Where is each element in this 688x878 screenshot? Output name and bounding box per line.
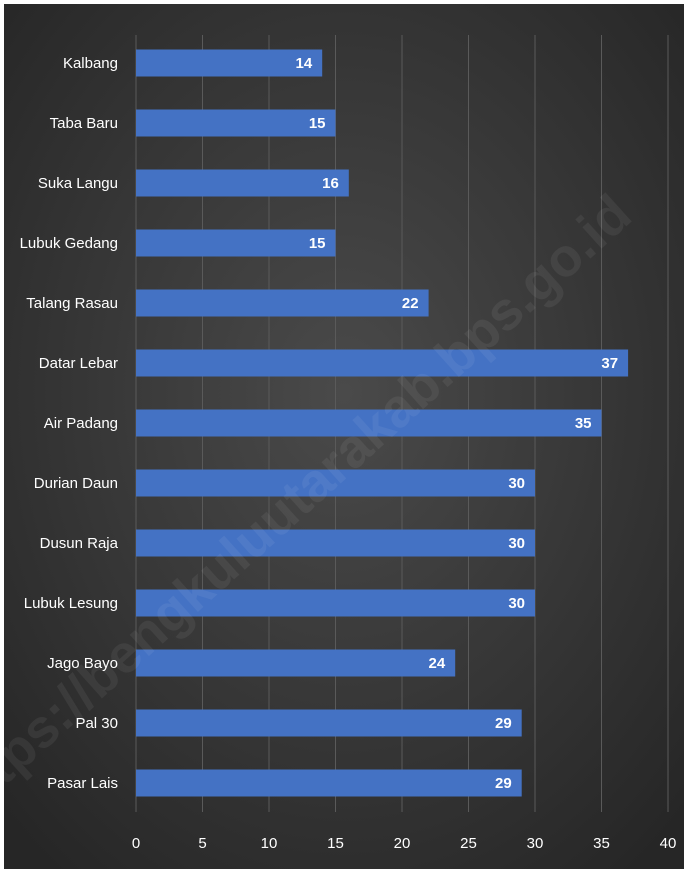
bar-value-label: 22 bbox=[402, 295, 419, 312]
bar bbox=[136, 350, 628, 377]
bar bbox=[136, 110, 336, 137]
category-label: Kalbang bbox=[63, 55, 118, 72]
bar-value-label: 30 bbox=[508, 595, 525, 612]
bar-value-label: 16 bbox=[322, 175, 339, 192]
category-label: Datar Lebar bbox=[39, 355, 118, 372]
x-tick-label: 0 bbox=[132, 835, 140, 852]
x-tick-label: 35 bbox=[593, 835, 610, 852]
category-label: Taba Baru bbox=[50, 115, 118, 132]
category-label: Pasar Lais bbox=[47, 775, 118, 792]
bar-value-label: 37 bbox=[601, 355, 618, 372]
bar bbox=[136, 230, 336, 257]
category-label: Durian Daun bbox=[34, 475, 118, 492]
x-tick-label: 25 bbox=[460, 835, 477, 852]
category-label: Suka Langu bbox=[38, 175, 118, 192]
bar bbox=[136, 170, 349, 197]
bar-value-label: 30 bbox=[508, 475, 525, 492]
category-label: Lubuk Gedang bbox=[20, 235, 118, 252]
bar bbox=[136, 650, 455, 677]
x-tick-label: 15 bbox=[327, 835, 344, 852]
category-label: Dusun Raja bbox=[40, 535, 119, 552]
bar-value-label: 14 bbox=[296, 55, 313, 72]
bar-value-label: 15 bbox=[309, 115, 326, 132]
x-tick-label: 40 bbox=[660, 835, 677, 852]
bar-value-label: 35 bbox=[575, 415, 592, 432]
x-tick-label: 30 bbox=[527, 835, 544, 852]
bar-value-label: 29 bbox=[495, 775, 512, 792]
bar bbox=[136, 710, 522, 737]
bar bbox=[136, 290, 429, 317]
category-label: Lubuk Lesung bbox=[24, 595, 118, 612]
x-tick-label: 5 bbox=[198, 835, 206, 852]
bar-value-label: 29 bbox=[495, 715, 512, 732]
bar-value-label: 24 bbox=[429, 655, 446, 672]
category-label: Talang Rasau bbox=[26, 295, 118, 312]
bar bbox=[136, 50, 322, 77]
bar bbox=[136, 770, 522, 797]
x-tick-label: 10 bbox=[261, 835, 278, 852]
bar-value-label: 30 bbox=[508, 535, 525, 552]
category-label: Air Padang bbox=[44, 415, 118, 432]
bar-value-label: 15 bbox=[309, 235, 326, 252]
x-tick-label: 20 bbox=[394, 835, 411, 852]
